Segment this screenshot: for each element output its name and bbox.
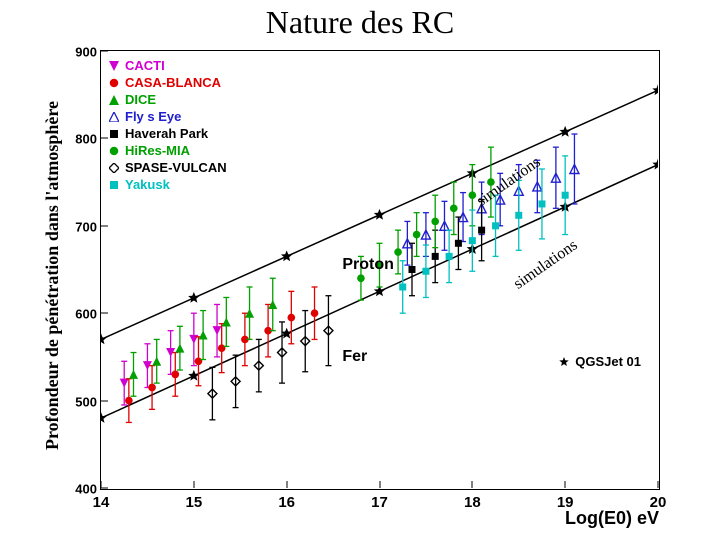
x-axis-label: Log(E0) eV — [565, 508, 659, 529]
legend-label: CACTI — [125, 58, 165, 73]
x-tick: 18 — [464, 494, 481, 511]
x-tick: 20 — [650, 494, 667, 511]
legend-item: Haverah Park — [109, 125, 227, 142]
legend-label: Haverah Park — [125, 126, 208, 141]
y-tick: 900 — [59, 45, 97, 60]
y-tick: 600 — [59, 307, 97, 322]
x-tick: 19 — [557, 494, 574, 511]
x-tick: 14 — [93, 494, 110, 511]
legend-marker-icon — [109, 163, 119, 173]
legend-marker-icon — [109, 180, 119, 190]
ylabel-wrap: Profondeur de pénétration dans l'atmosph… — [40, 50, 64, 500]
star-icon — [559, 357, 569, 367]
legend-marker-icon — [109, 78, 119, 88]
legend-marker-icon — [109, 146, 119, 156]
y-tick: 500 — [59, 394, 97, 409]
legend-label: Fly s Eye — [125, 109, 181, 124]
legend-item: CASA-BLANCA — [109, 74, 227, 91]
legend: CACTI CASA-BLANCA DICE Fly s Eye Haverah Par… — [109, 57, 227, 193]
x-tick: 15 — [185, 494, 202, 511]
legend-item: CACTI — [109, 57, 227, 74]
legend-label: DICE — [125, 92, 156, 107]
y-tick: 800 — [59, 132, 97, 147]
legend-item: DICE — [109, 91, 227, 108]
legend-marker-icon — [109, 129, 119, 139]
legend-item: HiRes-MIA — [109, 142, 227, 159]
legend-item: Fly s Eye — [109, 108, 227, 125]
y-tick: 400 — [59, 482, 97, 497]
legend-marker-icon — [109, 61, 119, 71]
legend-label: HiRes-MIA — [125, 143, 190, 158]
legend-marker-icon — [109, 112, 119, 122]
legend-label: QGSJet 01 — [575, 354, 641, 369]
y-tick: 700 — [59, 219, 97, 234]
legend-item: Yakusk — [109, 176, 227, 193]
page-title: Nature des RC — [0, 4, 720, 41]
legend-marker-icon — [109, 95, 119, 105]
legend-label: CASA-BLANCA — [125, 75, 221, 90]
x-tick: 17 — [371, 494, 388, 511]
legend-label: Yakusk — [125, 177, 170, 192]
x-tick: 16 — [278, 494, 295, 511]
legend-item: SPASE-VULCAN — [109, 159, 227, 176]
legend-qgsjet: QGSJet 01 — [559, 354, 641, 369]
annotation: Proton — [342, 256, 394, 274]
legend-label: SPASE-VULCAN — [125, 160, 227, 175]
annotation: Fer — [342, 348, 367, 366]
scatter-plot: Log(E0) eV 14151617181920400500600700800… — [100, 50, 660, 490]
